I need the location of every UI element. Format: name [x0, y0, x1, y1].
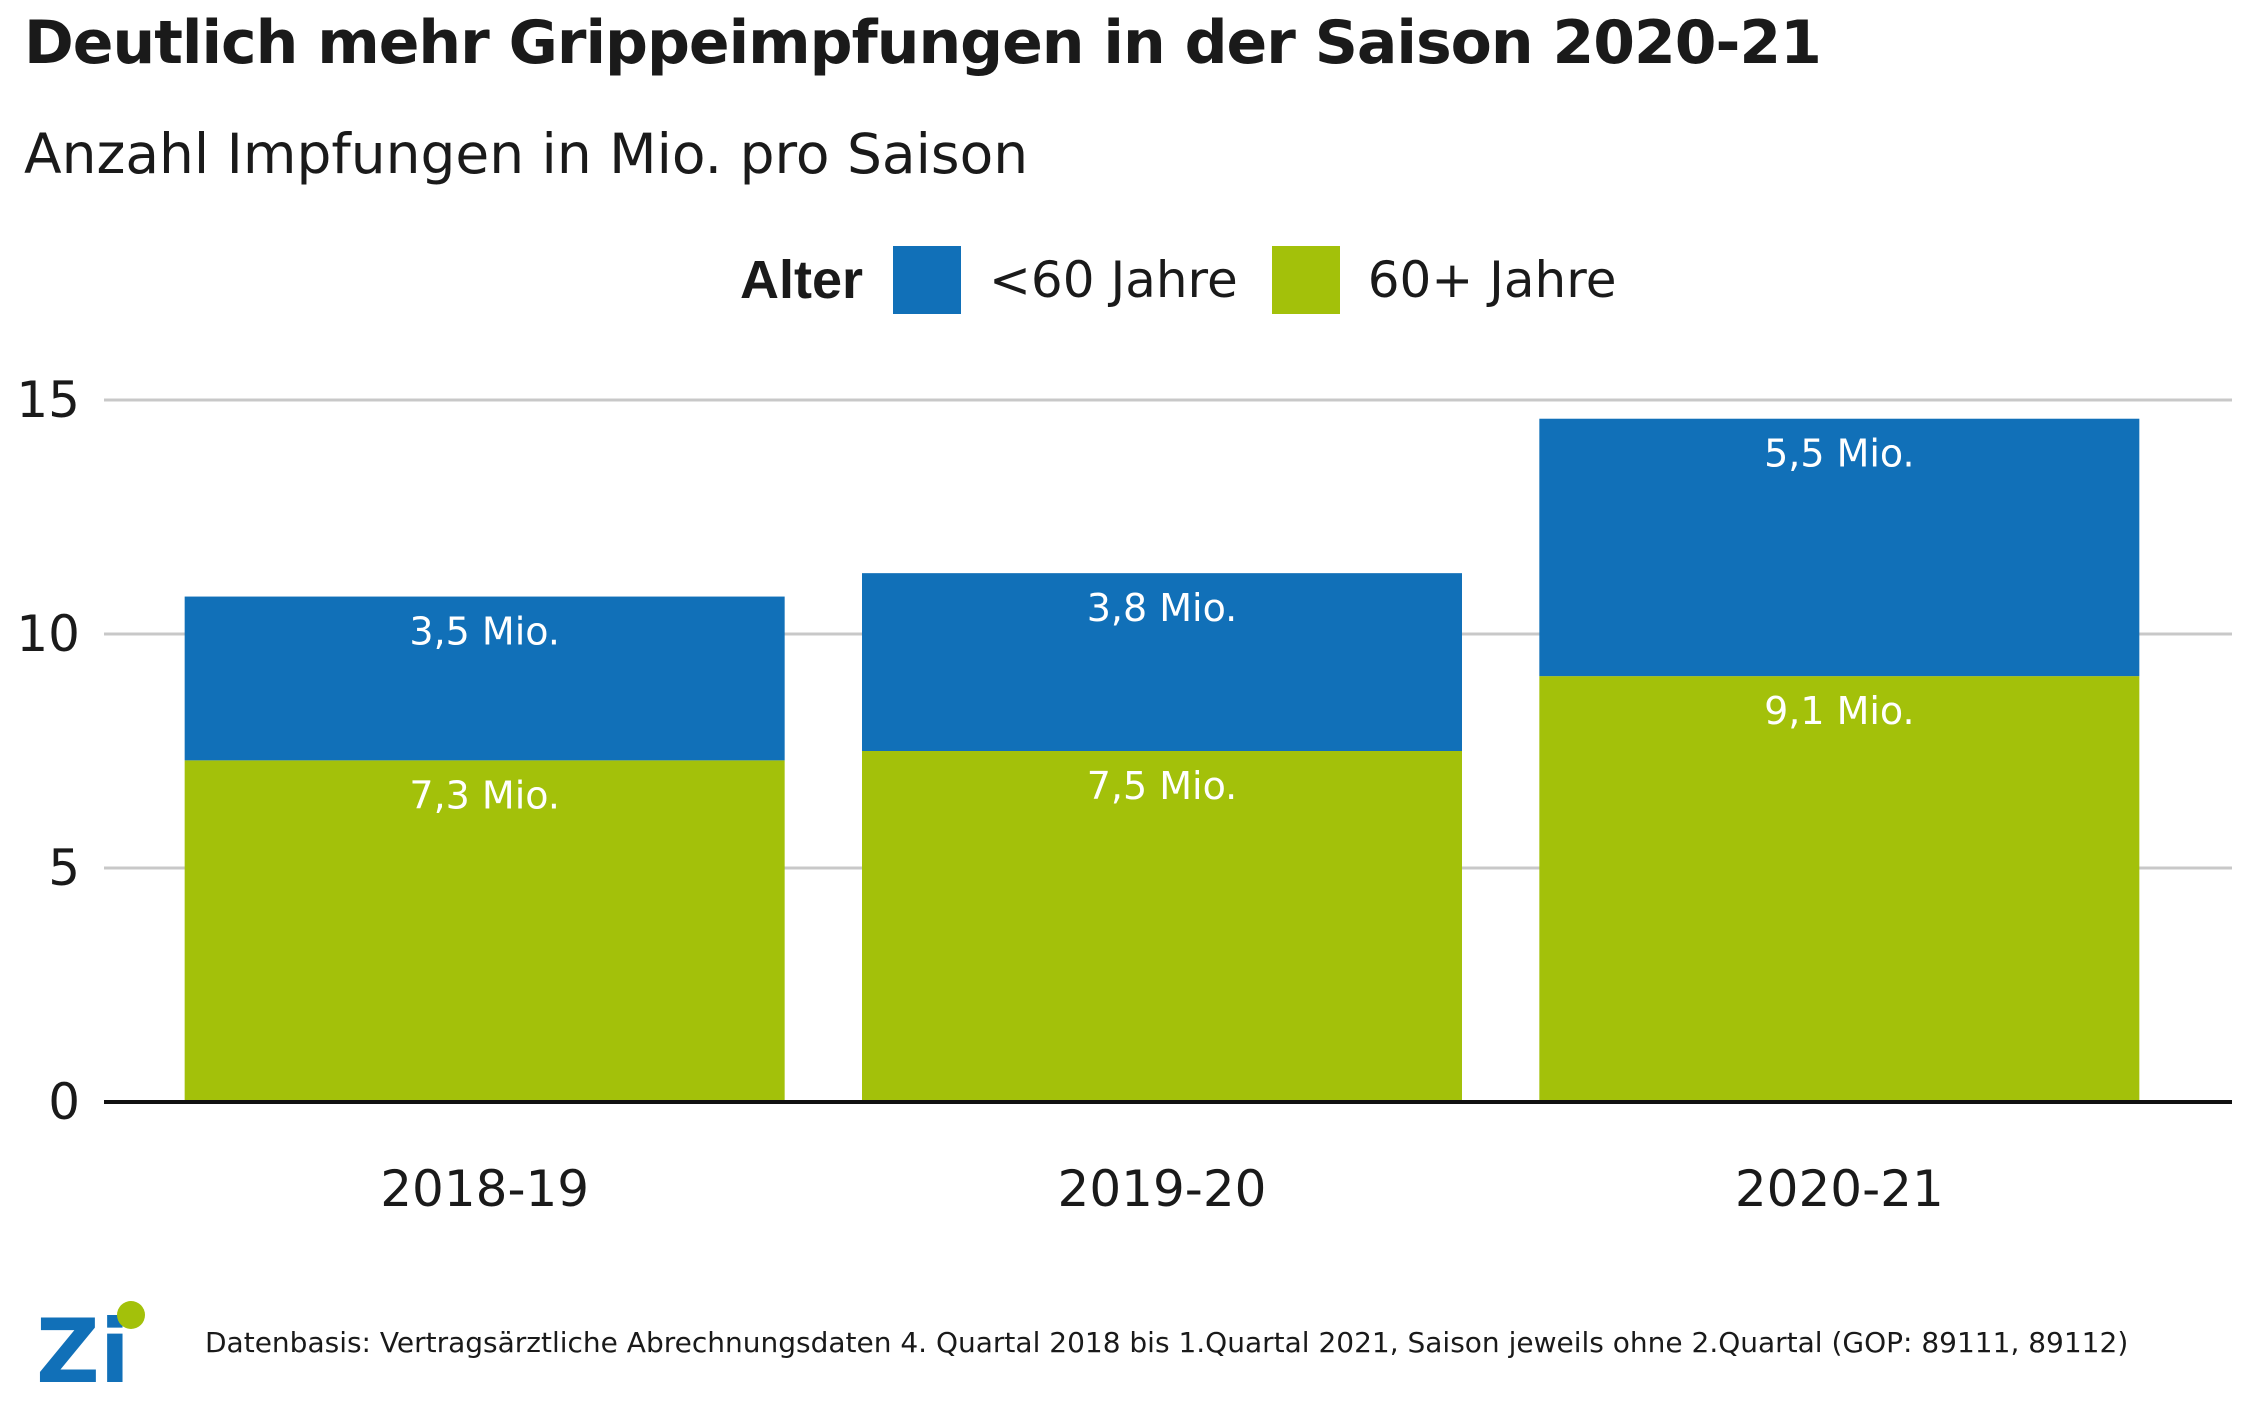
x-tick-label: 2018-19	[380, 1160, 589, 1218]
legend-label-under-60: <60 Jahre	[989, 251, 1238, 309]
chart-title: Deutlich mehr Grippeimpfungen in der Sai…	[24, 8, 1822, 78]
y-tick-label: 15	[16, 371, 80, 429]
legend: Alter <60 Jahre 60+ Jahre	[740, 240, 1650, 320]
y-tick-label: 10	[16, 605, 80, 663]
data-label: 7,5 Mio.	[1087, 764, 1238, 808]
legend-swatch-60-plus	[1271, 246, 1340, 314]
data-label: 3,5 Mio.	[409, 610, 560, 654]
bar-segment	[184, 760, 785, 1102]
y-tick-label: 5	[48, 839, 80, 897]
bar-segment	[1539, 676, 2140, 1102]
data-label: 5,5 Mio.	[1764, 432, 1915, 476]
source-note: Datenbasis: Vertragsärztliche Abrechnung…	[205, 1326, 2129, 1359]
bar-segment	[184, 596, 785, 761]
zi-logo-text: Zi	[36, 1300, 130, 1386]
zi-logo-dot	[117, 1301, 145, 1329]
bar-segment	[862, 573, 1462, 751]
bar-segment	[862, 751, 1462, 1102]
bar-segment	[1539, 418, 2140, 677]
x-tick-label: 2019-20	[1058, 1160, 1267, 1218]
data-label: 3,8 Mio.	[1087, 586, 1238, 630]
y-tick-label: 0	[48, 1073, 80, 1131]
x-tick-label: 2020-21	[1735, 1160, 1944, 1218]
legend-item-under-60: <60 Jahre	[893, 246, 1238, 314]
legend-title: Alter	[740, 250, 864, 310]
zi-logo: Zi	[36, 1300, 145, 1386]
data-label: 9,1 Mio.	[1764, 689, 1915, 733]
legend-item-60-plus: 60+ Jahre	[1271, 246, 1617, 314]
footer: Zi Datenbasis: Vertragsärztliche Abrechn…	[0, 1296, 2244, 1396]
chart-subtitle: Anzahl Impfungen in Mio. pro Saison	[24, 122, 1029, 186]
data-label: 7,3 Mio.	[409, 773, 560, 817]
legend-swatch-under-60	[893, 246, 962, 314]
bar-chart: 0 5 10 15 7,3 Mio. 3,5 Mio. 2018-19 7,5 Mio. 3,8…	[16, 371, 2232, 1218]
legend-label-60-plus: 60+ Jahre	[1367, 251, 1617, 309]
